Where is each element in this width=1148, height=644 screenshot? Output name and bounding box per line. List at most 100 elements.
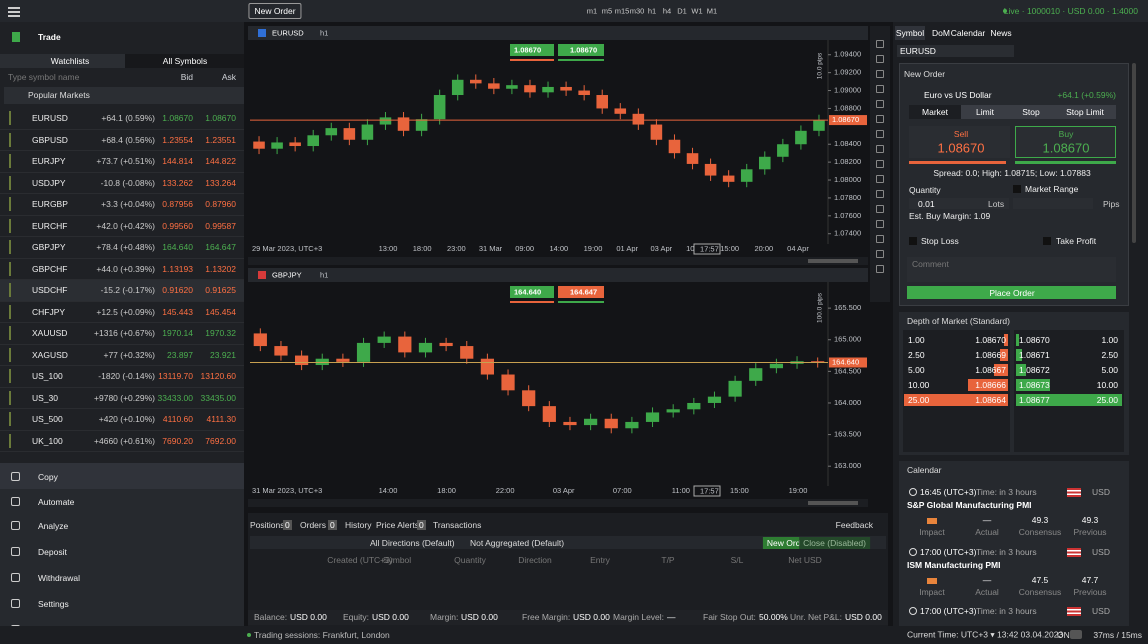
panel-tab[interactable]: Price Alerts xyxy=(376,520,419,530)
symbol[interactable]: XAGUSD xyxy=(32,349,68,360)
panel-tab[interactable]: Transactions xyxy=(433,520,482,530)
menu-item[interactable]: Settings xyxy=(38,599,69,609)
timeframe-button[interactable]: h1 xyxy=(647,6,657,16)
search-input[interactable]: Type symbol name xyxy=(8,72,80,82)
tool-icon[interactable] xyxy=(876,220,884,228)
bid: 133.262 xyxy=(162,177,193,188)
tool-icon[interactable] xyxy=(876,100,884,108)
menu-icon[interactable] xyxy=(8,7,20,9)
ask: 1.23551 xyxy=(205,134,236,145)
tool-icon[interactable] xyxy=(876,175,884,183)
group-title[interactable]: Popular Markets xyxy=(28,90,90,100)
symbol[interactable]: US_500 xyxy=(32,414,63,424)
menu-icon[interactable] xyxy=(8,11,20,13)
timeframe-button[interactable]: m5 xyxy=(601,6,613,16)
menu-icon[interactable] xyxy=(8,15,20,17)
tool-icon[interactable] xyxy=(876,85,884,93)
new-order-button[interactable]: New Order xyxy=(248,3,302,19)
order-type[interactable]: Limit xyxy=(976,107,994,117)
tool-icon[interactable] xyxy=(876,205,884,213)
candle-body xyxy=(253,141,265,149)
comment-input[interactable] xyxy=(907,257,1116,282)
symbol[interactable]: UK_100 xyxy=(32,435,63,446)
panel-tab[interactable]: Calendar xyxy=(950,28,986,38)
timeframe-button[interactable]: m15 xyxy=(614,6,630,16)
timeframe-button[interactable]: m1 xyxy=(586,6,598,16)
close-button[interactable]: Close (Disabled) xyxy=(799,536,870,549)
account-status[interactable]: Live · 1000010 · USD 0.00 · 1:4000 xyxy=(1003,6,1138,16)
panel-tab[interactable]: News xyxy=(990,28,1012,38)
timeframe-button[interactable]: W1 xyxy=(691,6,703,16)
menu-item[interactable]: Copy xyxy=(38,472,58,482)
ask: 145.454 xyxy=(205,306,236,317)
symbol[interactable]: EURUSD xyxy=(32,113,68,123)
tool-icon[interactable] xyxy=(876,55,884,63)
symbol[interactable]: US_100 xyxy=(32,371,63,381)
tool-icon[interactable] xyxy=(876,235,884,243)
tool-icon[interactable] xyxy=(876,250,884,258)
symbol[interactable]: XAUUSD xyxy=(32,328,68,338)
panel-tab[interactable]: Orders xyxy=(300,520,326,530)
symbol[interactable]: EURJPY xyxy=(32,156,66,166)
symbol[interactable]: US_30 xyxy=(32,392,58,403)
bottom-panel xyxy=(248,513,888,626)
symbol[interactable]: USDJPY xyxy=(32,177,66,188)
ask: 0.87960 xyxy=(205,199,236,209)
timeframe-button[interactable]: h4 xyxy=(662,6,672,16)
market-range: Market Range xyxy=(1025,184,1079,194)
x-tick-label: 04 Apr xyxy=(787,244,809,253)
checkbox[interactable] xyxy=(909,237,917,245)
menu-item[interactable]: Withdrawal xyxy=(38,573,81,583)
place-order-button[interactable] xyxy=(907,286,1116,299)
quantity-input[interactable] xyxy=(909,198,1009,209)
buy-button xyxy=(558,44,604,56)
price-chart[interactable]: GBPJPY h1 165.500 165.000 164.500 164.000 163.… xyxy=(248,268,868,508)
panel-tab[interactable]: Symbol xyxy=(895,28,925,38)
place-order-label[interactable]: Place Order xyxy=(989,287,1035,298)
tool-icon[interactable] xyxy=(876,115,884,123)
symbol[interactable]: CHFJPY xyxy=(32,306,66,317)
timeframe-button[interactable]: m30 xyxy=(629,6,645,16)
symbol[interactable]: EURCHF xyxy=(32,220,68,231)
tool-icon[interactable] xyxy=(876,160,884,168)
checkbox[interactable] xyxy=(1043,237,1051,245)
tool-icon[interactable] xyxy=(876,130,884,138)
menu-item[interactable]: Automate xyxy=(38,497,75,507)
menu-item[interactable]: Deposit xyxy=(38,547,67,557)
menu-icon xyxy=(11,472,20,481)
aggregation-filter[interactable]: Not Aggregated (Default) xyxy=(470,537,565,548)
panel-tab[interactable]: History xyxy=(345,520,372,530)
tool-icon[interactable] xyxy=(876,70,884,78)
checkbox[interactable] xyxy=(1013,185,1021,193)
timeframe-button[interactable]: D1 xyxy=(677,6,687,16)
feedback-link[interactable]: Feedback xyxy=(835,520,873,530)
tab[interactable]: Watchlists xyxy=(50,56,90,66)
order-type[interactable]: Market xyxy=(922,107,948,117)
tool-icon[interactable] xyxy=(876,40,884,48)
tool-icon[interactable] xyxy=(876,145,884,153)
panel-tab[interactable]: DoM xyxy=(932,28,950,38)
order-type[interactable]: Stop xyxy=(1022,107,1040,117)
symbol-select[interactable] xyxy=(897,45,1014,57)
tool-icon[interactable] xyxy=(876,265,884,273)
timeframe-button[interactable]: M1 xyxy=(706,6,718,16)
candle-body xyxy=(687,402,701,410)
symbol[interactable]: EURGBP xyxy=(32,199,68,209)
symbol[interactable]: GBPUSD xyxy=(32,134,68,145)
toggle[interactable] xyxy=(1070,630,1082,639)
pips-input[interactable] xyxy=(1013,198,1093,209)
event-name: S&P Global Manufacturing PMI xyxy=(907,500,1032,510)
ask-depth xyxy=(1016,364,1026,376)
symbol[interactable]: USDCHF xyxy=(32,285,68,295)
panel-tab[interactable]: Positions xyxy=(250,520,285,530)
order-type[interactable]: Stop Limit xyxy=(1066,107,1104,117)
tool-icon[interactable] xyxy=(876,190,884,198)
symbol[interactable]: GBPJPY xyxy=(32,242,66,252)
buy-box[interactable] xyxy=(1015,126,1116,158)
menu-item[interactable]: Analyze xyxy=(38,521,69,531)
direction-filter[interactable]: All Directions (Default) xyxy=(370,537,455,548)
symbol[interactable]: GBPCHF xyxy=(32,263,68,274)
sell-box[interactable] xyxy=(909,126,1010,158)
tab[interactable]: All Symbols xyxy=(162,56,208,66)
price-chart[interactable]: EURUSD h1 1.09400 1.09200 1.09000 1.08800 1.08… xyxy=(248,26,868,266)
